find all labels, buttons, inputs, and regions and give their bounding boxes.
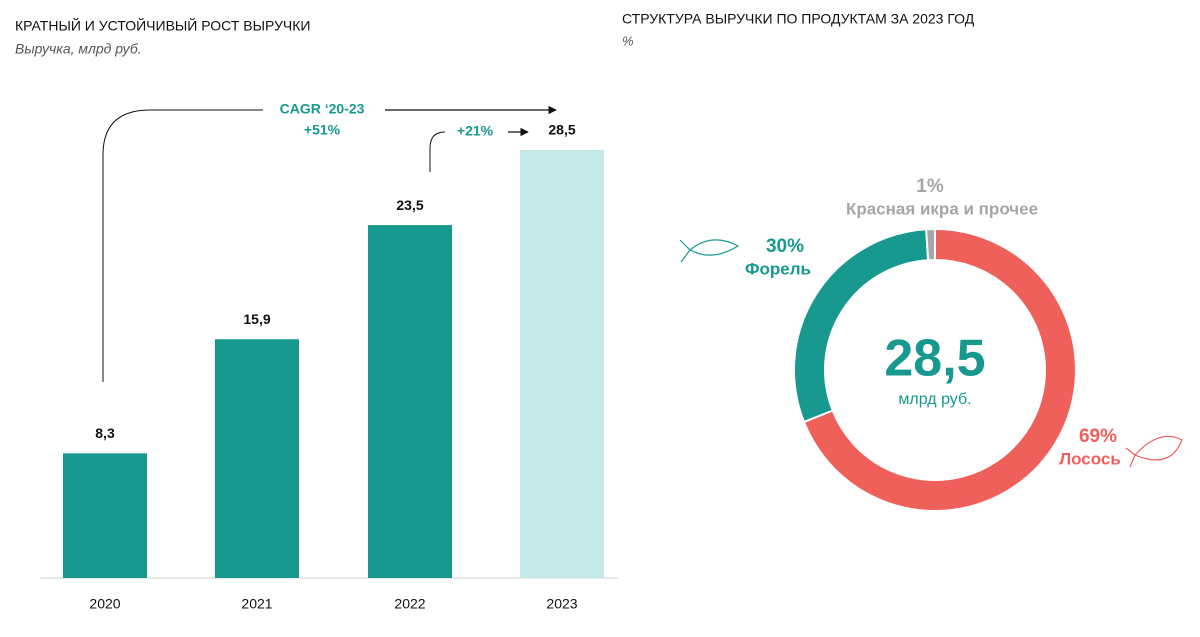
total-unit: млрд руб.	[898, 391, 971, 408]
growth-bracket	[429, 131, 446, 172]
x-tick-label: 2020	[89, 596, 120, 612]
segment-value-label: 30%	[766, 236, 804, 257]
segment-name: Форель	[745, 259, 811, 278]
annotation: +51%	[304, 122, 341, 138]
segment-name: Красная икра и прочее	[846, 199, 1038, 218]
x-tick-label: 2022	[394, 596, 425, 612]
value-label: 23,5	[396, 197, 423, 213]
x-tick-label: 2023	[546, 596, 577, 612]
fish-icon	[679, 239, 740, 263]
bar	[368, 225, 452, 579]
bar	[215, 339, 299, 578]
bar	[63, 453, 147, 578]
bar	[520, 150, 604, 578]
donut-segment	[925, 227, 936, 262]
value-label: 15,9	[243, 311, 270, 327]
donut-segment	[802, 227, 1077, 512]
fish-icon	[1125, 435, 1183, 468]
donut-title: СТРУКТУРА ВЫРУЧКИ ПО ПРОДУКТАМ ЗА 2023 Г…	[622, 11, 975, 27]
segment-name: Лосось	[1059, 449, 1121, 468]
bar-title: КРАТНЫЙ И УСТОЙЧИВЫЙ РОСТ ВЫРУЧКИ	[15, 17, 310, 34]
cagr-bracket	[102, 109, 263, 382]
x-tick-label: 2021	[241, 596, 272, 612]
annotation: CAGR ‘20-23	[280, 101, 365, 117]
total-value: 28,5	[884, 330, 985, 388]
segment-value-label: 69%	[1079, 426, 1117, 447]
segment-value-label: 1%	[916, 176, 944, 197]
bar-subtitle: Выручка, млрд руб.	[15, 41, 142, 57]
donut-subtitle: %	[622, 33, 634, 48]
value-label: 8,3	[95, 425, 115, 441]
value-label: 28,5	[548, 122, 575, 138]
annotation: +21%	[457, 123, 494, 139]
